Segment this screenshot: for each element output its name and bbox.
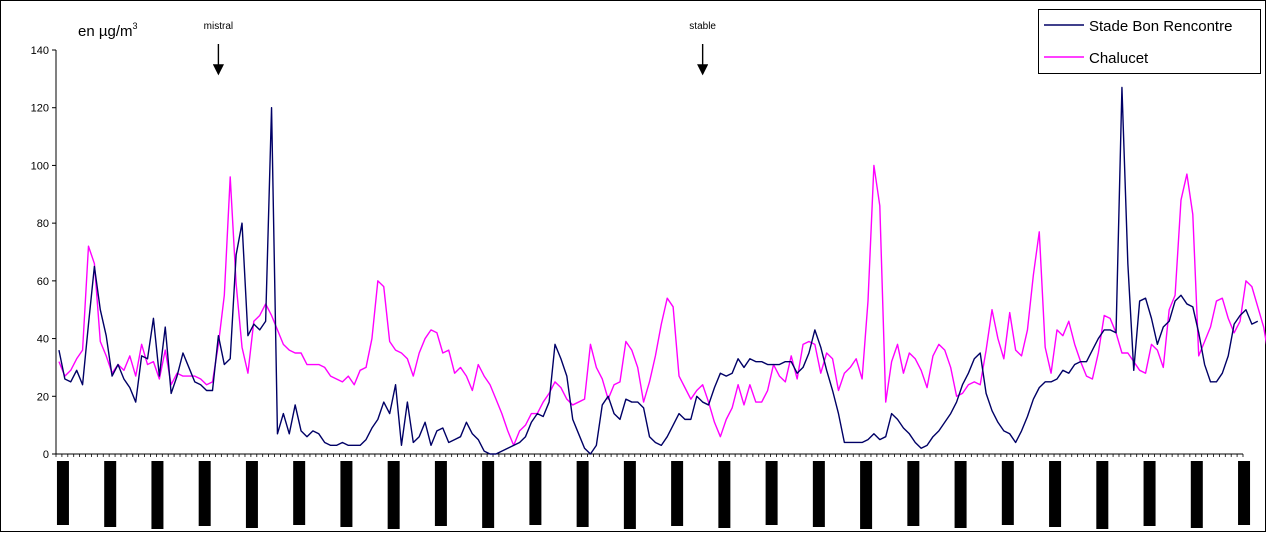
x-category-label-block (151, 461, 164, 529)
x-category-label-block (860, 461, 873, 529)
x-category-label-block (529, 461, 542, 525)
x-category-label-block (482, 461, 495, 528)
series-line-chalucet (58, 164, 1266, 447)
y-tick-label: 100 (31, 160, 49, 172)
x-category-label-block (1238, 461, 1251, 525)
x-category-label-block (1049, 461, 1062, 527)
annotations-layer: mistral stable (204, 21, 716, 76)
x-category-label-block (245, 461, 258, 528)
x-category-label-block (293, 461, 306, 525)
y-tick-label: 20 (37, 391, 49, 403)
y-tick-label: 80 (37, 218, 49, 230)
unit-label: en µg/m3 (78, 21, 138, 40)
x-category-label-block (104, 461, 117, 527)
x-category-label-block (434, 461, 447, 526)
y-tick-label: 120 (31, 103, 49, 115)
x-category-label-block (340, 461, 353, 527)
annotation-mistral: mistral (204, 21, 233, 32)
x-category-label-block (56, 461, 69, 525)
x-category-label-block (907, 461, 920, 526)
y-tick-label: 140 (31, 45, 49, 57)
legend-label-stade: Stade Bon Rencontre (1089, 18, 1232, 35)
series-layer (58, 86, 1266, 455)
x-category-label-block (1096, 461, 1109, 529)
unit-superscript: 3 (133, 21, 138, 31)
x-category-label-block (1001, 461, 1014, 525)
series-line-stade-bon-rencontre (58, 86, 1259, 455)
axes-layer: 0 20 40 60 80 100 120 140 (31, 45, 1244, 461)
y-tick-label: 0 (43, 449, 49, 461)
x-category-label-block (1143, 461, 1156, 526)
x-category-label-block (765, 461, 778, 525)
x-category-label-block (198, 461, 211, 526)
annotation-stable: stable (689, 21, 716, 32)
y-tick-label: 60 (37, 276, 49, 288)
x-category-label-block (387, 461, 400, 529)
legend-label-chalucet: Chalucet (1089, 50, 1149, 67)
x-category-label-block (623, 461, 636, 529)
x-category-label-block (1190, 461, 1203, 528)
x-category-label-block (718, 461, 731, 528)
legend: Stade Bon Rencontre Chalucet (1038, 9, 1261, 74)
x-category-label-block (576, 461, 589, 527)
x-category-label-block (812, 461, 825, 527)
x-category-label-block (671, 461, 684, 526)
x-category-bars (56, 461, 1251, 529)
x-category-label-block (954, 461, 967, 528)
legend-box (1038, 9, 1261, 74)
y-tick-label: 40 (37, 334, 49, 346)
